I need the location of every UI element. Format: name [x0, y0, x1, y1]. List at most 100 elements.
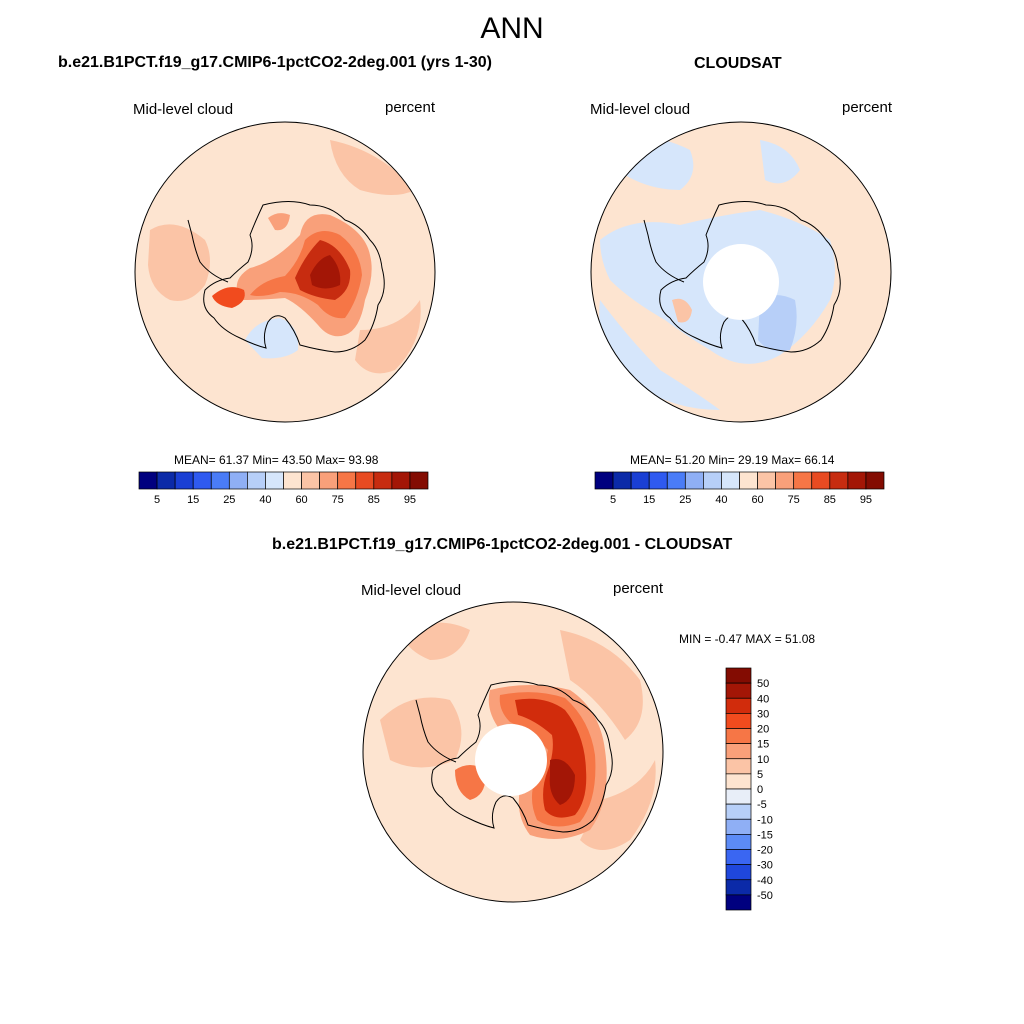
panel-3-colorbar-tick-label: -50	[757, 890, 773, 902]
panel-1-field-band	[148, 224, 210, 301]
panel-3-colorbar-swatch	[725, 713, 752, 729]
panel-3-colorbar-tick-label: 10	[757, 754, 769, 766]
panel-2-title: CLOUDSAT	[694, 55, 782, 72]
panel-3-missing-data-hole	[475, 724, 547, 796]
panel-1-colorbar-swatch	[337, 471, 357, 490]
panel-3-colorbar-swatch	[725, 864, 752, 881]
panel-2-colorbar-swatch	[811, 471, 831, 490]
panel-1-field-high	[212, 287, 245, 308]
panel-1-colorbar: 5 15 25 40 60 75 85 95	[138, 471, 429, 506]
panel-1-colorbar-swatch	[301, 471, 320, 490]
panel-3-variable-label: Mid-level cloud	[361, 582, 462, 599]
panel-1-colorbar-swatch	[247, 471, 266, 490]
panel-2-colorbar-tick-label: 5	[610, 494, 616, 506]
panel-3-colorbar-tick-label: -20	[757, 845, 773, 857]
panel-2-colorbar-swatch	[757, 471, 776, 490]
panel-2-map-border	[590, 121, 892, 423]
panel-3-colorbar-swatch	[725, 803, 752, 820]
panel-1-colorbar-tick-label: 75	[332, 494, 344, 506]
panel-1-colorbar-swatch	[319, 471, 339, 490]
panel-2-colorbar-swatch	[721, 471, 740, 490]
panel-1-colorbar-swatch	[409, 471, 429, 490]
figure-title: ANN	[480, 12, 544, 45]
panel-2-colorbar-swatch	[775, 471, 795, 490]
panel-3-colorbar-swatch	[725, 879, 752, 896]
panel-1-colorbar-swatch	[210, 471, 230, 490]
panel-1-units-label: percent	[385, 99, 436, 116]
panel-3-units-label: percent	[613, 580, 664, 597]
panel-3-colorbar-swatch	[725, 743, 752, 760]
panel-2-field-blue	[599, 300, 720, 410]
panel-3-colorbar-tick-label: -15	[757, 829, 773, 841]
panel-1-field-high	[268, 213, 290, 231]
panel-1-field-peak	[310, 255, 341, 289]
panel-1-colorbar-tick-label: 95	[404, 494, 416, 506]
panel-3-colorbar-tick-label: 20	[757, 724, 769, 736]
panel-1-colorbar-tick-label: 60	[295, 494, 307, 506]
panel-2-peninsula	[643, 219, 685, 283]
panel-3-colorbar-swatch	[725, 758, 752, 775]
panel-3-field-band	[580, 760, 656, 850]
panel-2-colorbar-swatch	[793, 471, 813, 490]
panel-3-colorbar-swatch	[725, 849, 752, 865]
panel-1-map	[135, 122, 435, 422]
panel-3-colorbar-swatch	[725, 728, 752, 744]
panel-3-colorbar-tick-label: 5	[757, 769, 763, 781]
panel-3-colorbar-tick-label: -5	[757, 799, 767, 811]
panel-2-units-label: percent	[842, 99, 893, 116]
panel-2-colorbar-tick-label: 75	[788, 494, 800, 506]
panel-3-field-band	[560, 630, 643, 740]
panel-3-colorbar-tick-label: 50	[757, 678, 769, 690]
panel-2-colorbar-swatch	[612, 471, 632, 490]
panel-1-colorbar-swatch	[391, 471, 411, 490]
panel-1-field-blue	[245, 318, 299, 359]
panel-1-colorbar-swatch	[283, 471, 302, 490]
panel-2-colorbar-tick-label: 95	[860, 494, 872, 506]
panel-1-colorbar-tick-label: 25	[223, 494, 235, 506]
panel-2-colorbar-tick-label: 25	[679, 494, 691, 506]
panel-1-stats: MEAN= 61.37 Min= 43.50 Max= 93.98	[174, 453, 379, 467]
panel-3-colorbar-swatch	[725, 773, 752, 790]
panel-3-colorbar-tick-label: -30	[757, 860, 773, 872]
panel-1-coastline	[203, 201, 385, 353]
panel-2-colorbar-swatch	[630, 471, 650, 490]
panel-2-colorbar-swatch	[739, 471, 758, 490]
panel-3-colorbar-swatch	[725, 788, 752, 805]
panel-2-colorbar-tick-label: 40	[715, 494, 727, 506]
panel-3-coastline	[431, 681, 613, 833]
panel-1-colorbar-swatch	[138, 471, 158, 490]
panel-2-colorbar-swatch	[648, 471, 668, 490]
panel-2-colorbar: 5 15 25 40 60 75 85 95	[594, 471, 885, 506]
panel-2-field-band	[672, 298, 692, 323]
panel-1-field-band	[355, 300, 421, 374]
panel-1-peninsula	[187, 219, 229, 283]
panel-2-colorbar-swatch	[847, 471, 867, 490]
panel-1-colorbar-swatch	[373, 471, 393, 490]
panel-3-colorbar-swatch	[725, 818, 752, 835]
panel-1-colorbar-tick-label: 5	[154, 494, 160, 506]
panel-3-colorbar-tick-label: -10	[757, 814, 773, 826]
panel-3-field-peak	[549, 759, 575, 805]
panel-3-title: b.e21.B1PCT.f19_g17.CMIP6-1pctCO2-2deg.0…	[272, 536, 733, 553]
panel-2-colorbar-swatch	[666, 471, 686, 490]
panel-3-colorbar-swatch	[725, 697, 752, 714]
panel-1-colorbar-tick-label: 40	[259, 494, 271, 506]
panel-1-map-border	[134, 121, 436, 423]
panel-2-colorbar-tick-label: 60	[751, 494, 763, 506]
panel-1-colorbar-swatch	[355, 471, 375, 490]
panel-3-peninsula	[415, 699, 457, 763]
panel-3-colorbar-tick-label: 30	[757, 708, 769, 720]
panel-1-title: b.e21.B1PCT.f19_g17.CMIP6-1pctCO2-2deg.0…	[58, 54, 492, 71]
panel-1-field-band	[330, 140, 415, 195]
panel-1-variable-label: Mid-level cloud	[133, 101, 234, 118]
panel-3-colorbar-swatch	[725, 894, 752, 911]
panel-2-field-blue	[760, 140, 800, 184]
panel-3-colorbar-swatch	[725, 834, 752, 850]
panel-2-colorbar-swatch	[684, 471, 704, 490]
panel-1-colorbar-swatch	[228, 471, 248, 490]
panel-1-colorbar-swatch	[192, 471, 212, 490]
panel-3-field-band	[380, 697, 462, 768]
panel-2-colorbar-swatch	[594, 471, 614, 490]
panel-3-colorbar-tick-label: 40	[757, 693, 769, 705]
